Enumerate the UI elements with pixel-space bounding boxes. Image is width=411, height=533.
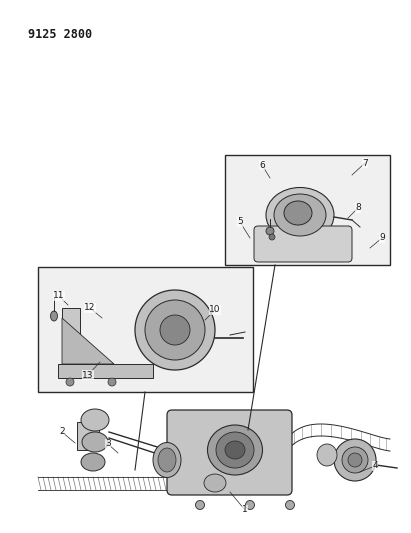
- Bar: [58, 364, 153, 378]
- Ellipse shape: [208, 425, 263, 475]
- Text: 3: 3: [105, 440, 111, 448]
- Ellipse shape: [153, 442, 181, 478]
- Ellipse shape: [284, 201, 312, 225]
- Ellipse shape: [342, 447, 368, 473]
- Bar: [225, 155, 390, 265]
- Ellipse shape: [225, 441, 245, 459]
- Text: 9: 9: [379, 233, 385, 243]
- Ellipse shape: [82, 432, 108, 452]
- Ellipse shape: [66, 378, 74, 386]
- Ellipse shape: [160, 315, 190, 345]
- Ellipse shape: [286, 500, 295, 510]
- Bar: [77, 422, 99, 450]
- Ellipse shape: [274, 194, 326, 236]
- Text: 11: 11: [53, 292, 65, 301]
- Ellipse shape: [269, 234, 275, 240]
- Ellipse shape: [158, 448, 176, 472]
- FancyBboxPatch shape: [167, 410, 292, 495]
- Ellipse shape: [108, 378, 116, 386]
- Text: 12: 12: [84, 303, 96, 312]
- Ellipse shape: [196, 500, 205, 510]
- Ellipse shape: [334, 439, 376, 481]
- Ellipse shape: [145, 300, 205, 360]
- Text: 5: 5: [237, 217, 243, 227]
- Ellipse shape: [135, 290, 215, 370]
- Ellipse shape: [51, 311, 58, 321]
- Ellipse shape: [216, 432, 254, 468]
- Text: 13: 13: [82, 370, 94, 379]
- Ellipse shape: [348, 453, 362, 467]
- Ellipse shape: [245, 500, 254, 510]
- Text: 9125 2800: 9125 2800: [28, 28, 92, 41]
- Text: 8: 8: [355, 204, 361, 213]
- Text: 2: 2: [59, 427, 65, 437]
- Text: 1: 1: [242, 505, 248, 514]
- Bar: [38, 267, 253, 392]
- Text: 7: 7: [362, 158, 368, 167]
- Ellipse shape: [266, 188, 334, 243]
- Text: 6: 6: [259, 160, 265, 169]
- Bar: [62, 308, 80, 378]
- Text: 4: 4: [372, 462, 378, 471]
- Polygon shape: [62, 318, 114, 364]
- Ellipse shape: [266, 227, 274, 235]
- Ellipse shape: [204, 474, 226, 492]
- Text: 10: 10: [209, 305, 221, 314]
- Ellipse shape: [81, 453, 105, 471]
- Ellipse shape: [81, 409, 109, 431]
- FancyBboxPatch shape: [254, 226, 352, 262]
- Ellipse shape: [317, 444, 337, 466]
